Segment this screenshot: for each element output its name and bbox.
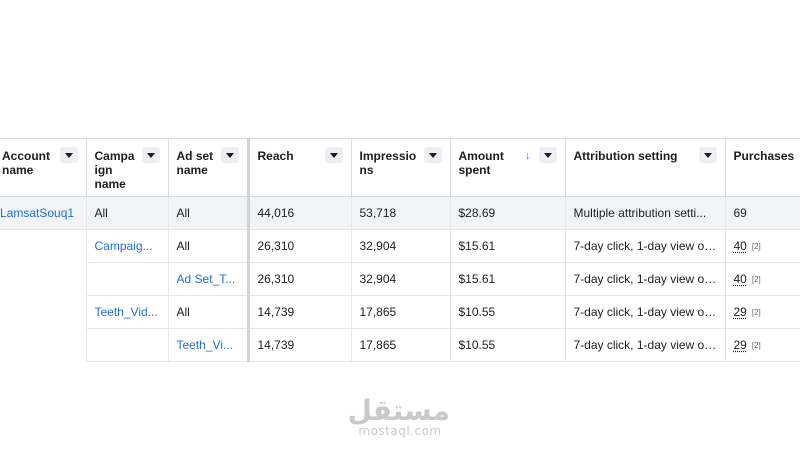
column-header-attribution-setting[interactable]: Attribution setting	[565, 138, 726, 197]
footnote-marker[interactable]: [2]	[751, 341, 761, 350]
attribution-cell: 7-day click, 1-day view or...	[565, 328, 726, 362]
impressions-cell: 53,718	[351, 196, 451, 230]
account-cell-empty	[0, 295, 87, 329]
campaign-cell: All	[86, 196, 169, 230]
chevron-down-icon[interactable]	[538, 147, 557, 163]
table-row: LamsatSouq1 All All 44,016 53,718 $28.69…	[0, 196, 800, 230]
chevron-down-icon[interactable]	[324, 147, 343, 163]
campaign-name-link[interactable]: Campaig...	[86, 229, 169, 263]
table-row: Teeth_Vi... 14,739 17,865 $10.55 7-day c…	[0, 328, 800, 362]
column-header-reach[interactable]: Reach	[248, 138, 352, 197]
attribution-cell: 7-day click, 1-day view or...	[565, 295, 726, 329]
purchases-value[interactable]: 29	[733, 338, 747, 352]
purchases-value[interactable]: 29	[733, 305, 747, 319]
purchases-cell: 40 [2]	[725, 229, 800, 263]
amount-spent-cell: $15.61	[450, 262, 566, 296]
table-row: Ad Set_T... 26,310 32,904 $15.61 7-day c…	[0, 262, 800, 296]
campaign-name-link[interactable]: Teeth_Vid...	[86, 295, 169, 329]
attribution-cell: Multiple attribution setti...	[565, 196, 726, 230]
reach-cell: 14,739	[248, 328, 352, 362]
campaign-cell-empty	[86, 262, 169, 296]
chevron-down-icon[interactable]	[698, 147, 717, 163]
ad-set-name-link[interactable]: Teeth_Vi...	[168, 328, 250, 362]
reach-cell: 44,016	[248, 196, 352, 230]
purchases-value[interactable]: 40	[733, 272, 747, 286]
footnote-marker[interactable]: [2]	[751, 308, 761, 317]
footnote-marker[interactable]: [2]	[751, 242, 761, 251]
impressions-cell: 17,865	[351, 328, 451, 362]
ad-set-cell: All	[168, 295, 250, 329]
purchases-cell: 29 [2]	[725, 328, 800, 362]
column-header-impressions[interactable]: Impressio ns	[351, 138, 451, 197]
reach-cell: 26,310	[248, 262, 352, 296]
impressions-cell: 17,865	[351, 295, 451, 329]
chevron-down-icon[interactable]	[141, 147, 160, 163]
reach-cell: 26,310	[248, 229, 352, 263]
impressions-cell: 32,904	[351, 262, 451, 296]
column-header-amount-spent[interactable]: Amount spent ↓	[450, 138, 566, 197]
ad-set-cell: All	[168, 229, 250, 263]
purchases-cell: 29 [2]	[725, 295, 800, 329]
column-header-ad-set-name[interactable]: Ad set name	[168, 138, 250, 197]
table-row: Teeth_Vid... All 14,739 17,865 $10.55 7-…	[0, 295, 800, 329]
amount-spent-cell: $28.69	[450, 196, 566, 230]
watermark-arabic: مستقل	[347, 394, 450, 427]
column-header-campaign-name[interactable]: Campa ign name	[86, 138, 169, 197]
table-row: Campaig... All 26,310 32,904 $15.61 7-da…	[0, 229, 800, 263]
column-header-account-name[interactable]: Account name	[0, 138, 87, 197]
chevron-down-icon[interactable]	[59, 147, 78, 163]
purchases-cell: 69	[725, 196, 800, 230]
purchases-value[interactable]: 40	[733, 239, 747, 253]
account-name-link[interactable]: LamsatSouq1	[0, 196, 87, 230]
column-header-purchases[interactable]: Purchases	[725, 138, 800, 197]
watermark-latin: mostaql.com	[358, 424, 442, 438]
ad-set-name-link[interactable]: Ad Set_T...	[168, 262, 250, 296]
amount-spent-cell: $10.55	[450, 295, 566, 329]
table-header-row: Account name Campa ign name Ad set name …	[0, 138, 800, 197]
account-cell-empty	[0, 262, 87, 296]
ads-report-table: Account name Campa ign name Ad set name …	[0, 138, 800, 362]
chevron-down-icon[interactable]	[423, 147, 442, 163]
account-cell-empty	[0, 328, 87, 362]
purchases-cell: 40 [2]	[725, 262, 800, 296]
attribution-cell: 7-day click, 1-day view or...	[565, 262, 726, 296]
footnote-marker[interactable]: [2]	[751, 275, 761, 284]
sort-descending-icon[interactable]: ↓	[525, 150, 531, 162]
ads-report-table-container: Account name Campa ign name Ad set name …	[0, 138, 800, 363]
ad-set-cell: All	[168, 196, 250, 230]
purchases-value: 69	[733, 206, 747, 220]
account-cell-empty	[0, 229, 87, 263]
attribution-cell: 7-day click, 1-day view or...	[565, 229, 726, 263]
amount-spent-cell: $15.61	[450, 229, 566, 263]
campaign-cell-empty	[86, 328, 169, 362]
reach-cell: 14,739	[248, 295, 352, 329]
amount-spent-cell: $10.55	[450, 328, 566, 362]
chevron-down-icon[interactable]	[220, 147, 239, 163]
impressions-cell: 32,904	[351, 229, 451, 263]
watermark-logo: مستقل mostaql.com	[347, 394, 450, 439]
